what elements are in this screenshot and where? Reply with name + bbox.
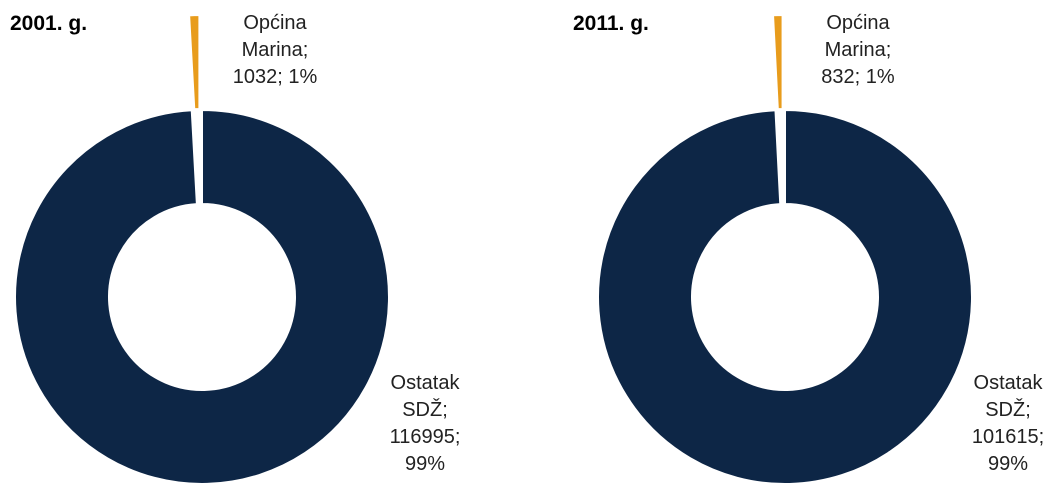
donut-slice (771, 14, 784, 111)
data-label: Općina Marina; 1032; 1% (225, 10, 325, 91)
chart-title: 2001. g. (10, 12, 88, 35)
label-part: Općina Marina; (241, 12, 309, 61)
data-label: Ostatak SDŽ; 101615; 99% (963, 370, 1053, 478)
label-part: Ostatak SDŽ; (390, 372, 460, 421)
label-part: 1032; 1% (232, 66, 318, 88)
donut-slice (188, 14, 201, 111)
data-label: Ostatak SDŽ; 116995; 99% (380, 370, 470, 478)
label-part: 101615; 99% (971, 426, 1045, 475)
data-label: Općina Marina; 832; 1% (808, 10, 908, 91)
donut-slice (596, 108, 973, 485)
label-part: 116995; 99% (389, 426, 461, 475)
label-part: Općina Marina; (824, 12, 892, 61)
donut-slice (13, 108, 390, 485)
label-part: Ostatak SDŽ; (973, 372, 1043, 421)
label-part: 832; 1% (821, 66, 895, 88)
chart-title: 2011. g. (573, 12, 649, 35)
